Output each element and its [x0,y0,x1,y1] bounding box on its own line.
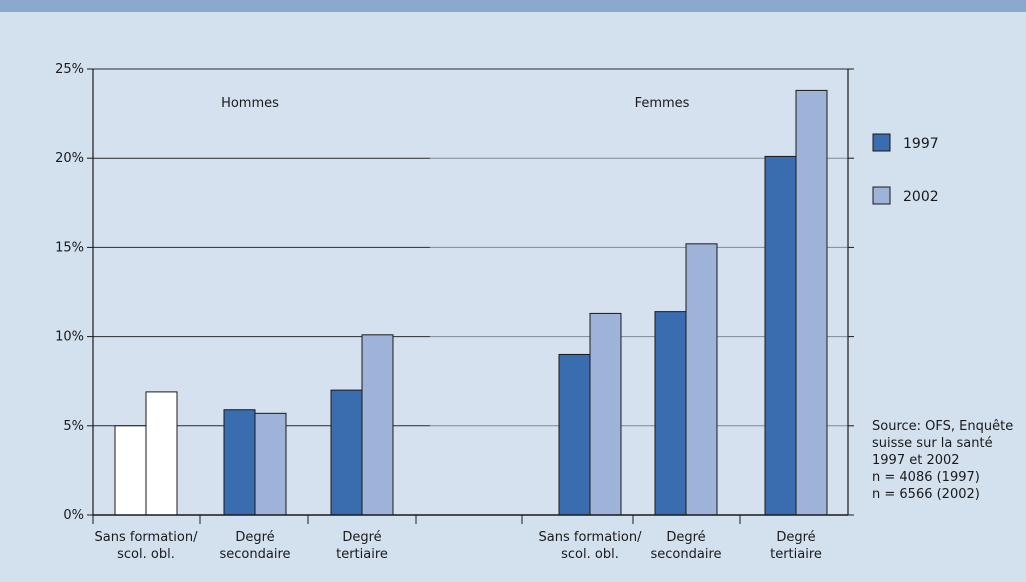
legend-label-2002: 2002 [903,189,939,205]
group-label-femmes: Femmes [635,96,690,111]
bar-2002 [590,313,621,515]
x-tick-label: scol. obl. [117,547,175,562]
bar-2002 [146,392,177,515]
legend-swatch-2002 [873,187,890,204]
x-tick-label: Degré [235,530,274,545]
x-tick-label: scol. obl. [561,547,619,562]
bar-2002 [796,90,827,515]
bar-1997 [765,156,796,515]
bar-1997 [331,390,362,515]
bar-1997 [559,354,590,515]
bar-2002 [686,244,717,515]
bar-2002 [255,413,286,515]
bar-1997 [224,410,255,515]
y-tick-label: 20% [55,151,84,166]
y-tick-label: 15% [55,240,84,255]
x-tick-label: Degré [776,530,815,545]
bar-1997 [115,426,146,515]
bar-2002 [362,335,393,515]
x-tick-label: Degré [342,530,381,545]
y-tick-label: 0% [63,508,84,523]
source-note-line: Source: OFS, Enquête [872,419,1013,434]
legend-swatch-1997 [873,134,890,151]
x-tick-label: Sans formation/ [539,530,643,545]
x-tick-label: secondaire [651,547,722,562]
source-note-line: suisse sur la santé [872,436,993,451]
plot-background [93,69,848,515]
source-note-line: n = 4086 (1997) [872,470,980,485]
legend-label-1997: 1997 [903,136,939,152]
x-tick-label: Degré [666,530,705,545]
x-tick-label: tertiaire [336,547,388,562]
bar-1997 [655,312,686,515]
source-note-line: n = 6566 (2002) [872,487,980,502]
x-tick-label: tertiaire [770,547,822,562]
x-tick-label: Sans formation/ [95,530,199,545]
group-label-hommes: Hommes [221,96,279,111]
y-tick-label: 10% [55,330,84,345]
y-tick-label: 5% [63,419,84,434]
y-tick-label: 25% [55,62,84,77]
x-tick-label: secondaire [220,547,291,562]
source-note-line: 1997 et 2002 [872,453,960,468]
